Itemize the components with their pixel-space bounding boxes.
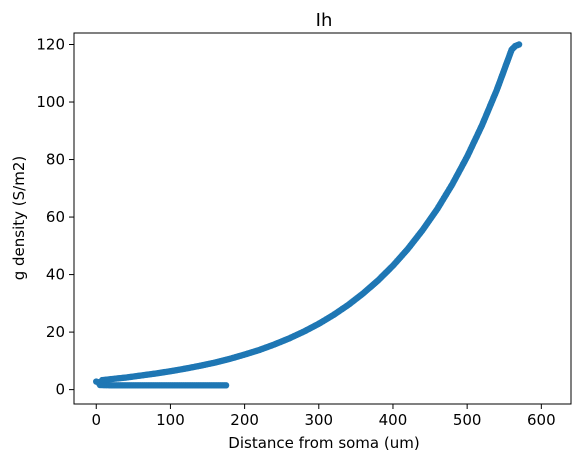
x-tick-label: 400	[379, 411, 408, 429]
x-tick-label: 300	[304, 411, 333, 429]
x-tick-label: 100	[156, 411, 185, 429]
y-axis-label: g density (S/m2)	[10, 156, 28, 281]
x-tick-label: 500	[453, 411, 482, 429]
y-tick-label: 40	[46, 266, 65, 284]
x-tick-label: 600	[527, 411, 556, 429]
chart-title: Ih	[316, 10, 333, 31]
data-point	[516, 41, 522, 47]
x-tick-label: 200	[230, 411, 259, 429]
y-tick-label: 100	[36, 93, 65, 111]
y-tick-label: 60	[46, 208, 65, 226]
y-tick-label: 120	[36, 36, 65, 54]
y-tick-label: 0	[55, 381, 65, 399]
x-axis-label: Distance from soma (um)	[228, 434, 419, 452]
x-tick-label: 0	[91, 411, 101, 429]
y-tick-label: 80	[46, 151, 65, 169]
y-tick-label: 20	[46, 323, 65, 341]
data-point	[223, 382, 229, 388]
